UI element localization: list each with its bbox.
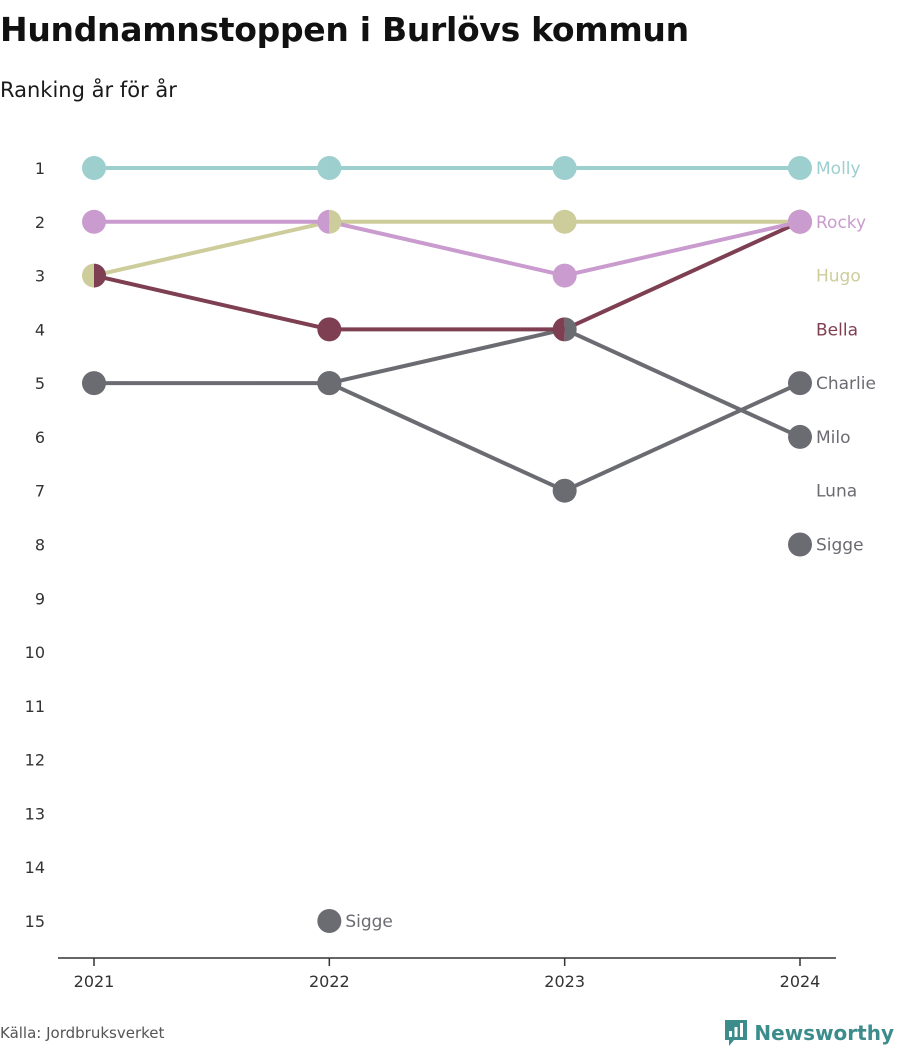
end-label-bella: Bella [816,320,858,340]
point-rocky-2024 [788,209,812,234]
point-molly-2022 [317,156,342,180]
y-tick-label: 14 [25,858,45,877]
point-charlie-2022 [317,371,342,396]
point-charlie-2024 [788,371,812,396]
y-tick-label: 10 [25,643,45,662]
end-label-rocky: Rocky [816,213,866,233]
series-line-rocky [327,219,567,278]
point-sigge-2024 [788,532,812,557]
series-lines [92,166,802,493]
y-tick-label: 13 [25,804,45,823]
y-tick-label: 12 [25,751,45,770]
brand-name: Newsworthy [754,1021,894,1045]
x-tick-label: 2024 [780,972,821,991]
y-tick-label: 1 [35,159,45,178]
y-tick-label: 6 [35,428,45,447]
chart-title: Hundnamnstoppen i Burlövs kommun [0,10,689,49]
series-markers [82,156,812,933]
y-tick-label: 11 [25,697,45,716]
split-point-right-2023 [564,317,577,342]
point-bella-2022 [317,317,342,342]
point-milo-2024 [788,424,812,449]
point-sigge-2022 [317,909,342,933]
series-line-charlie [327,381,567,493]
series-line-bella [562,219,802,332]
split-point-left-2021 [82,263,94,288]
end-label-sigge: Sigge [816,536,864,556]
point-molly-2023 [552,156,577,180]
y-tick-label: 9 [35,589,45,608]
series-line-milo [562,327,802,439]
split-point-left-2023 [552,317,565,342]
series-line-rocky [562,219,802,278]
series-line-hugo [92,219,332,278]
split-point-right-2021 [94,263,107,288]
y-tick-label: 7 [35,482,45,501]
end-label-luna: Luna [816,482,857,502]
x-tick-label: 2023 [544,972,585,991]
brand-logo: Newsworthy [723,1018,894,1048]
series-line-milo [327,327,567,386]
end-label-charlie: Charlie [816,374,876,394]
point-rocky-2021 [82,209,106,234]
y-tick-label: 5 [35,374,45,393]
x-tick-label: 2021 [74,972,115,991]
point-label-sigge-2022: Sigge [345,912,393,932]
y-tick-label: 8 [35,536,45,555]
series-line-bella [92,273,332,332]
series-line-charlie [562,381,802,493]
y-tick-label: 3 [35,267,45,286]
x-tick-label: 2022 [309,972,350,991]
point-molly-2024 [788,156,812,180]
chart-subtitle: Ranking år för år [0,78,177,102]
y-tick-label: 2 [35,213,45,232]
x-axis-ticks: 2021 2022 2023 2024 [74,958,821,991]
point-charlie-2023 [552,478,577,503]
point-molly-2021 [82,156,106,180]
bar-chart-logo-icon [725,1020,748,1046]
point-charlie-2021 [82,371,106,396]
end-label-hugo: Hugo [816,267,861,287]
series-labels: Molly Rocky Hugo Bella Charlie Milo Luna Sigge S… [345,159,876,932]
point-rocky-2023 [552,263,577,288]
point-hugo-2023 [552,209,577,234]
split-point-right-2022 [329,209,342,234]
source-note: Källa: Jordbruksverket [0,1024,165,1042]
end-label-molly: Molly [816,159,861,179]
y-tick-label: 4 [35,320,45,339]
split-point-left-2022 [317,209,330,234]
end-label-milo: Milo [816,428,851,448]
y-tick-label: 15 [25,912,45,931]
